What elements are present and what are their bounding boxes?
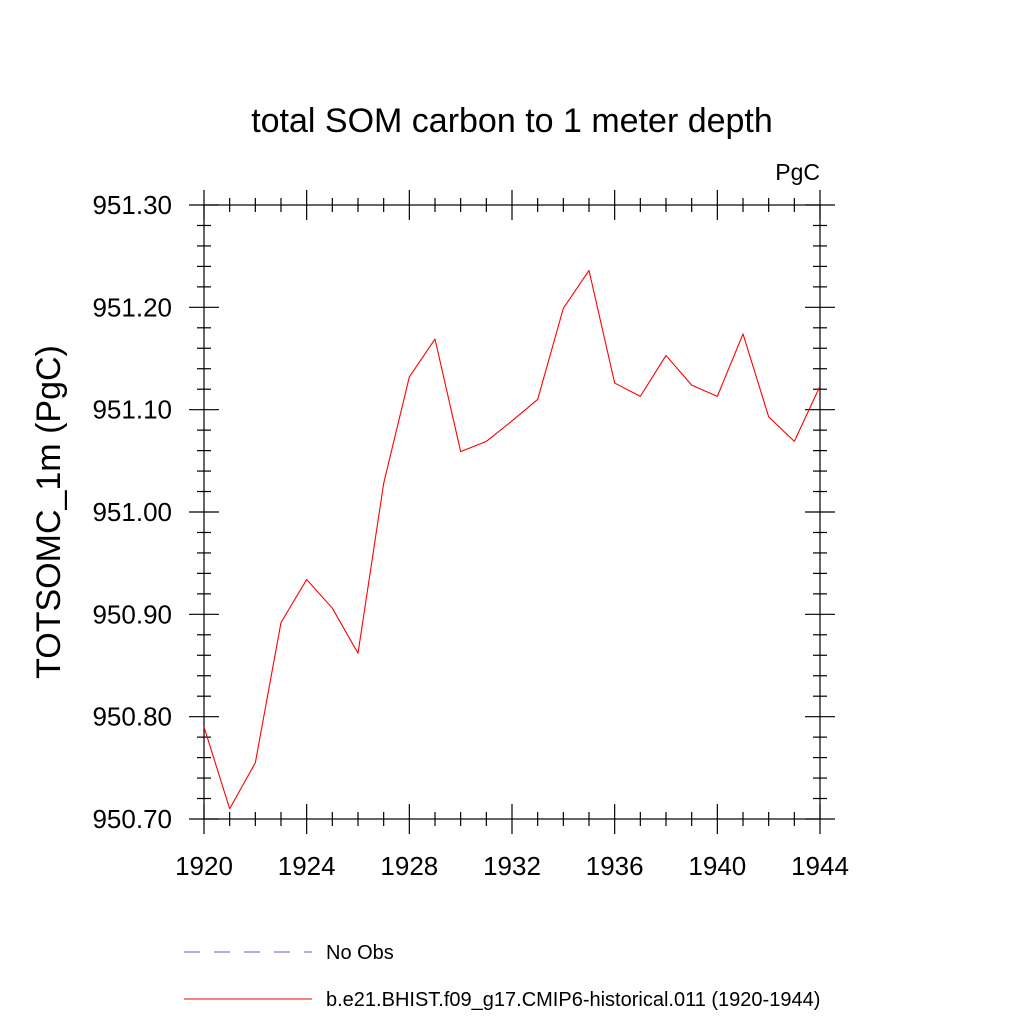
y-tick-label: 951.10 xyxy=(92,395,172,425)
units-label: PgC xyxy=(775,159,820,185)
x-tick-label: 1936 xyxy=(586,851,644,881)
legend-label: No Obs xyxy=(326,942,394,964)
y-tick-label: 950.70 xyxy=(92,804,172,834)
y-tick-label: 950.80 xyxy=(92,702,172,732)
chart-title: total SOM carbon to 1 meter depth xyxy=(251,102,773,140)
x-tick-label: 1924 xyxy=(278,851,336,881)
x-tick-label: 1928 xyxy=(380,851,438,881)
x-tick-label: 1932 xyxy=(483,851,541,881)
series-line xyxy=(203,269,821,810)
x-tick-label: 1920 xyxy=(175,851,233,881)
y-tick-label: 950.90 xyxy=(92,599,172,629)
axis-ticks: 1920 1924 1928 1932 1936 1940 1944 950.70 950.80… xyxy=(92,190,849,881)
x-tick-label: 1944 xyxy=(791,851,849,881)
series-layer xyxy=(203,269,821,810)
y-axis-label: TOTSOMC_1m (PgC) xyxy=(30,345,68,679)
plot-frame xyxy=(203,204,821,820)
y-tick-label: 951.30 xyxy=(92,190,172,220)
x-tick-label: 1940 xyxy=(688,851,746,881)
y-tick-label: 951.20 xyxy=(92,292,172,322)
legend-label: b.e21.BHIST.f09_g17.CMIP6-historical.011… xyxy=(326,989,820,1011)
y-tick-label: 951.00 xyxy=(92,497,172,527)
legend: No Obs b.e21.BHIST.f09_g17.CMIP6-historic… xyxy=(184,942,820,1011)
